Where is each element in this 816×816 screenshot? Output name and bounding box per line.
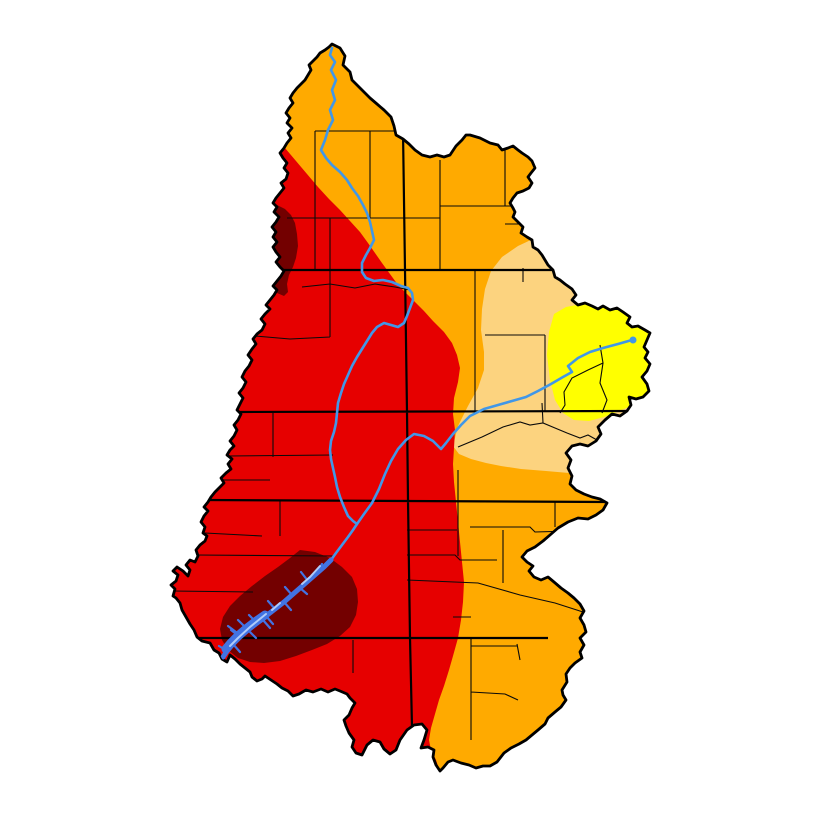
river-main: [319, 46, 415, 562]
county-boundaries: [171, 130, 608, 740]
drought-region-d0-dry: [547, 294, 650, 421]
hydrography: [217, 46, 637, 660]
reservoir-arms: [217, 562, 324, 654]
river-end-bulb: [629, 336, 637, 344]
reservoir-highlight: [229, 565, 321, 647]
river-tributary: [355, 338, 634, 526]
state-boundaries: [196, 130, 628, 728]
